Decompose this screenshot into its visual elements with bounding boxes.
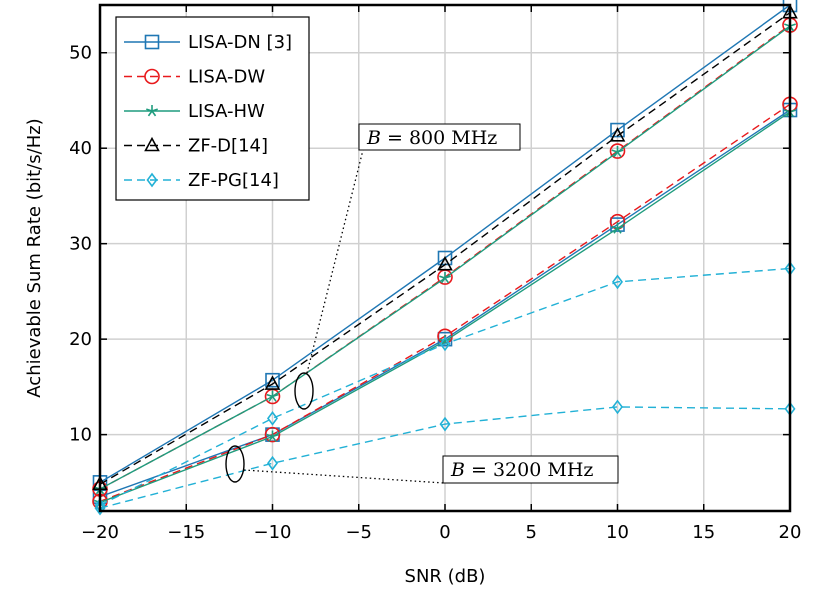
y-axis-label: Achievable Sum Rate (bit/s/Hz) (24, 118, 45, 397)
legend-marker (146, 105, 158, 117)
x-tick-labels: −20 −15 −10 −5 0 5 10 15 20 (81, 522, 801, 543)
series-line (99, 12, 791, 485)
series-line (99, 406, 791, 509)
data-point (439, 272, 451, 284)
legend-entry: ZF-D[14] (188, 136, 268, 157)
annotation-label: B = 3200 MHz (450, 459, 593, 481)
series-layer (92, 0, 798, 516)
data-point (609, 127, 626, 142)
data-point (94, 500, 106, 516)
data-point (439, 416, 451, 432)
annotation-leader (243, 469, 445, 484)
legend-marker (144, 34, 160, 50)
y-tick-label: 20 (69, 329, 92, 350)
data-point (265, 372, 280, 388)
y-tick-label: 40 (69, 138, 92, 159)
annotation-ellipse (225, 445, 245, 483)
legend-marker (146, 172, 158, 188)
annotation-box (358, 123, 521, 151)
data-point (611, 222, 624, 234)
x-tick-label: 15 (692, 522, 715, 543)
data-point (266, 390, 279, 402)
x-tick-label: 5 (526, 522, 537, 543)
x-tick-label: −10 (254, 522, 292, 543)
data-point (612, 274, 623, 290)
series-3 (92, 3, 798, 491)
data-point (264, 375, 281, 390)
y-tick-label: 50 (69, 43, 92, 64)
legend-entry: ZF-PG[14] (188, 170, 279, 191)
y-tick-labels: 10 20 30 40 50 (69, 43, 92, 446)
legend-marker (144, 68, 160, 85)
legend-entry: LISA-DN [3] (188, 32, 292, 53)
data-point (612, 399, 623, 415)
x-tick-label: 10 (606, 522, 629, 543)
data-point (609, 143, 626, 159)
annotation-ellipse (294, 372, 314, 410)
x-tick-label: −5 (345, 522, 372, 543)
annotation-var: B (450, 459, 465, 481)
legend-box (115, 16, 310, 201)
annotation-rest: = 3200 MHz (465, 459, 593, 481)
series-2 (94, 20, 796, 508)
data-point (437, 256, 453, 271)
tick-marks (99, 5, 791, 511)
legend: LISA-DN [3] LISA-DW LISA-HW ZF-D[14] ZF-PG[1… (115, 16, 310, 201)
data-point (267, 411, 278, 426)
data-point (267, 455, 278, 471)
y-tick-label: 10 (69, 425, 92, 446)
series-4 (94, 261, 796, 516)
x-tick-label: −20 (81, 522, 119, 543)
legend-marker (144, 136, 160, 152)
series-line (99, 267, 791, 506)
legend-entry: LISA-HW (188, 101, 265, 122)
data-point (439, 336, 451, 352)
annotation-var: B (366, 127, 381, 149)
annotation-box (442, 455, 619, 484)
data-point (611, 146, 624, 158)
x-tick-label: −15 (167, 522, 205, 543)
x-axis-label: SNR (dB) (405, 566, 486, 587)
annotation-rest: = 800 MHz (381, 127, 497, 149)
x-tick-label: 20 (779, 522, 802, 543)
data-point (264, 426, 281, 443)
legend-entry: LISA-DW (188, 67, 265, 88)
y-tick-label: 30 (69, 234, 92, 255)
annotation-label: B = 800 MHz (366, 127, 497, 149)
x-tick-label: 0 (439, 522, 450, 543)
data-point (266, 430, 279, 442)
